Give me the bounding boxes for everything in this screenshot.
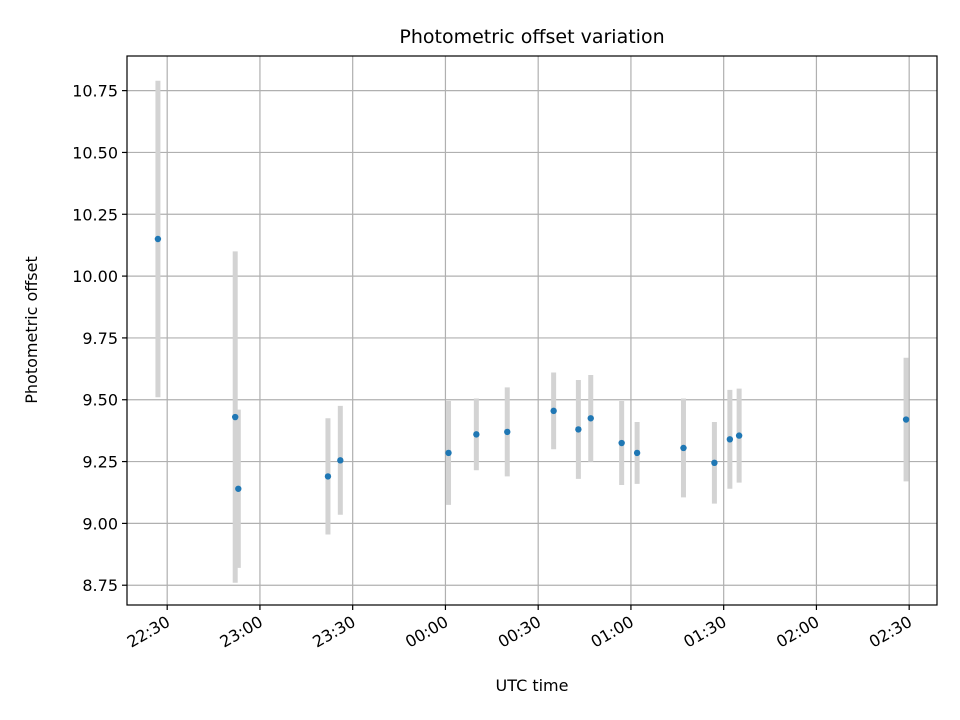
data-point	[902, 416, 910, 423]
y-tick-label: 9.00	[82, 514, 118, 533]
data-point	[680, 444, 687, 452]
y-tick-label: 9.25	[82, 453, 118, 472]
data-point	[575, 426, 582, 433]
y-tick-label: 10.75	[72, 82, 118, 101]
data-point	[324, 473, 332, 480]
data-point	[711, 459, 718, 467]
y-axis-label: Photometric offset	[22, 256, 41, 404]
y-tick-label: 10.25	[72, 205, 118, 224]
data-point	[735, 432, 743, 439]
data-point	[550, 407, 557, 415]
plot-frame	[126, 55, 938, 606]
chart-title: Photometric offset variation	[399, 26, 664, 48]
y-tick-label: 9.50	[82, 391, 118, 410]
y-tick-labels: 8.75 9.00 9.25 9.50 9.75 10.00 10.25 10.50 10.75	[72, 82, 118, 596]
y-tick-label: 10.50	[72, 143, 118, 162]
tick-layer	[122, 90, 910, 610]
data-point	[587, 415, 594, 422]
data-point	[473, 431, 480, 438]
data-point	[235, 485, 242, 492]
y-tick-label: 9.75	[82, 329, 118, 348]
point-layer	[154, 235, 910, 492]
data-point	[445, 449, 452, 457]
data-point	[232, 413, 239, 421]
data-point	[618, 439, 625, 447]
data-point	[504, 428, 511, 436]
y-tick-label: 8.75	[82, 576, 118, 595]
x-axis-label: UTC time	[496, 676, 569, 695]
y-tick-label: 10.00	[72, 267, 118, 286]
data-point	[633, 449, 641, 457]
data-point	[726, 436, 734, 443]
grid-layer	[127, 56, 937, 605]
data-point	[154, 235, 162, 243]
data-point	[337, 457, 344, 464]
